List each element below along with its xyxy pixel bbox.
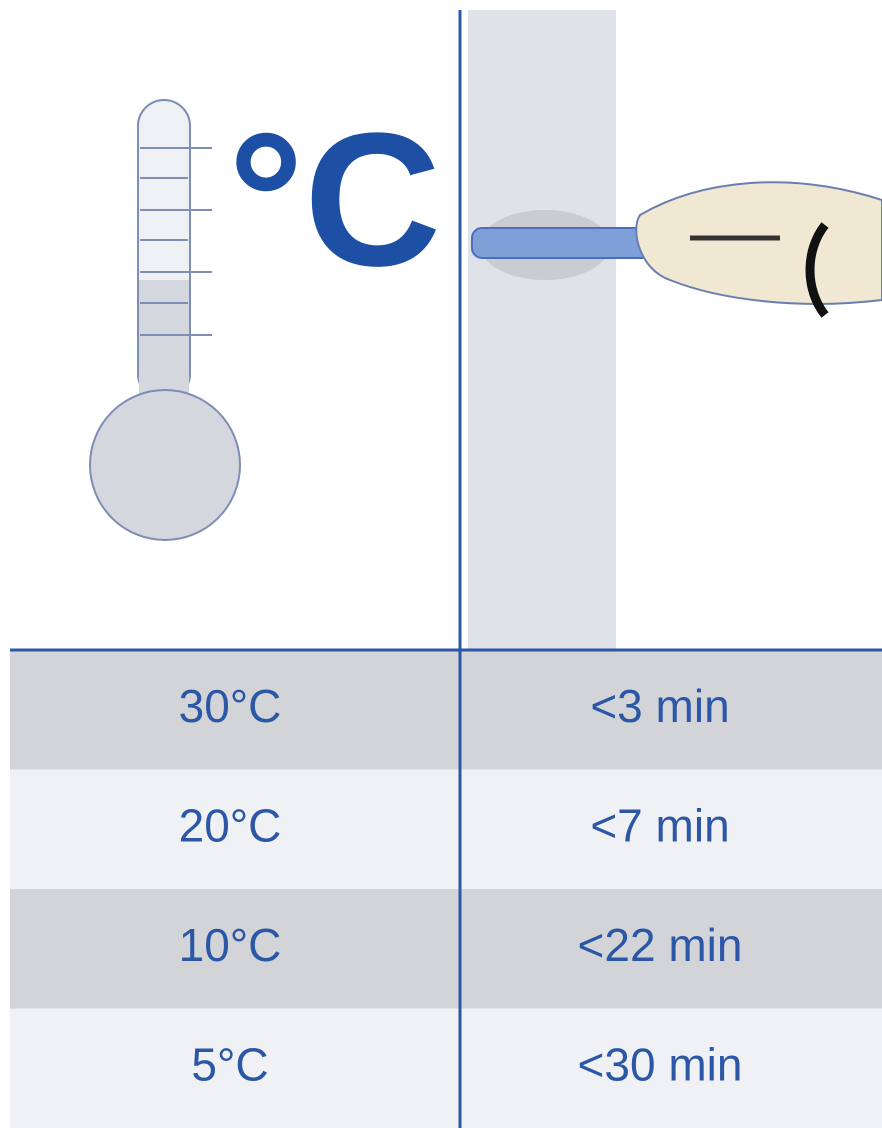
unit-symbol: °C	[228, 94, 441, 306]
time-cell: <22 min	[578, 919, 743, 971]
table-row	[10, 769, 882, 889]
anchor-illustration	[471, 181, 882, 318]
table-row	[10, 889, 882, 1009]
temperature-cell: 20°C	[179, 799, 282, 851]
time-cell: <7 min	[590, 799, 729, 851]
table-row	[10, 650, 882, 770]
table: 30°C <3 min 20°C <7 min 10°C <22 min 5°C <30 mi…	[10, 650, 882, 1128]
temperature-cell: 5°C	[191, 1038, 268, 1090]
thermometer	[89, 99, 241, 541]
table-row	[10, 1008, 882, 1128]
wall	[468, 10, 616, 650]
temperature-cell: 10°C	[179, 919, 282, 971]
temperature-cell: 30°C	[179, 680, 282, 732]
time-cell: <3 min	[590, 680, 729, 732]
time-cell: <30 min	[578, 1038, 743, 1090]
